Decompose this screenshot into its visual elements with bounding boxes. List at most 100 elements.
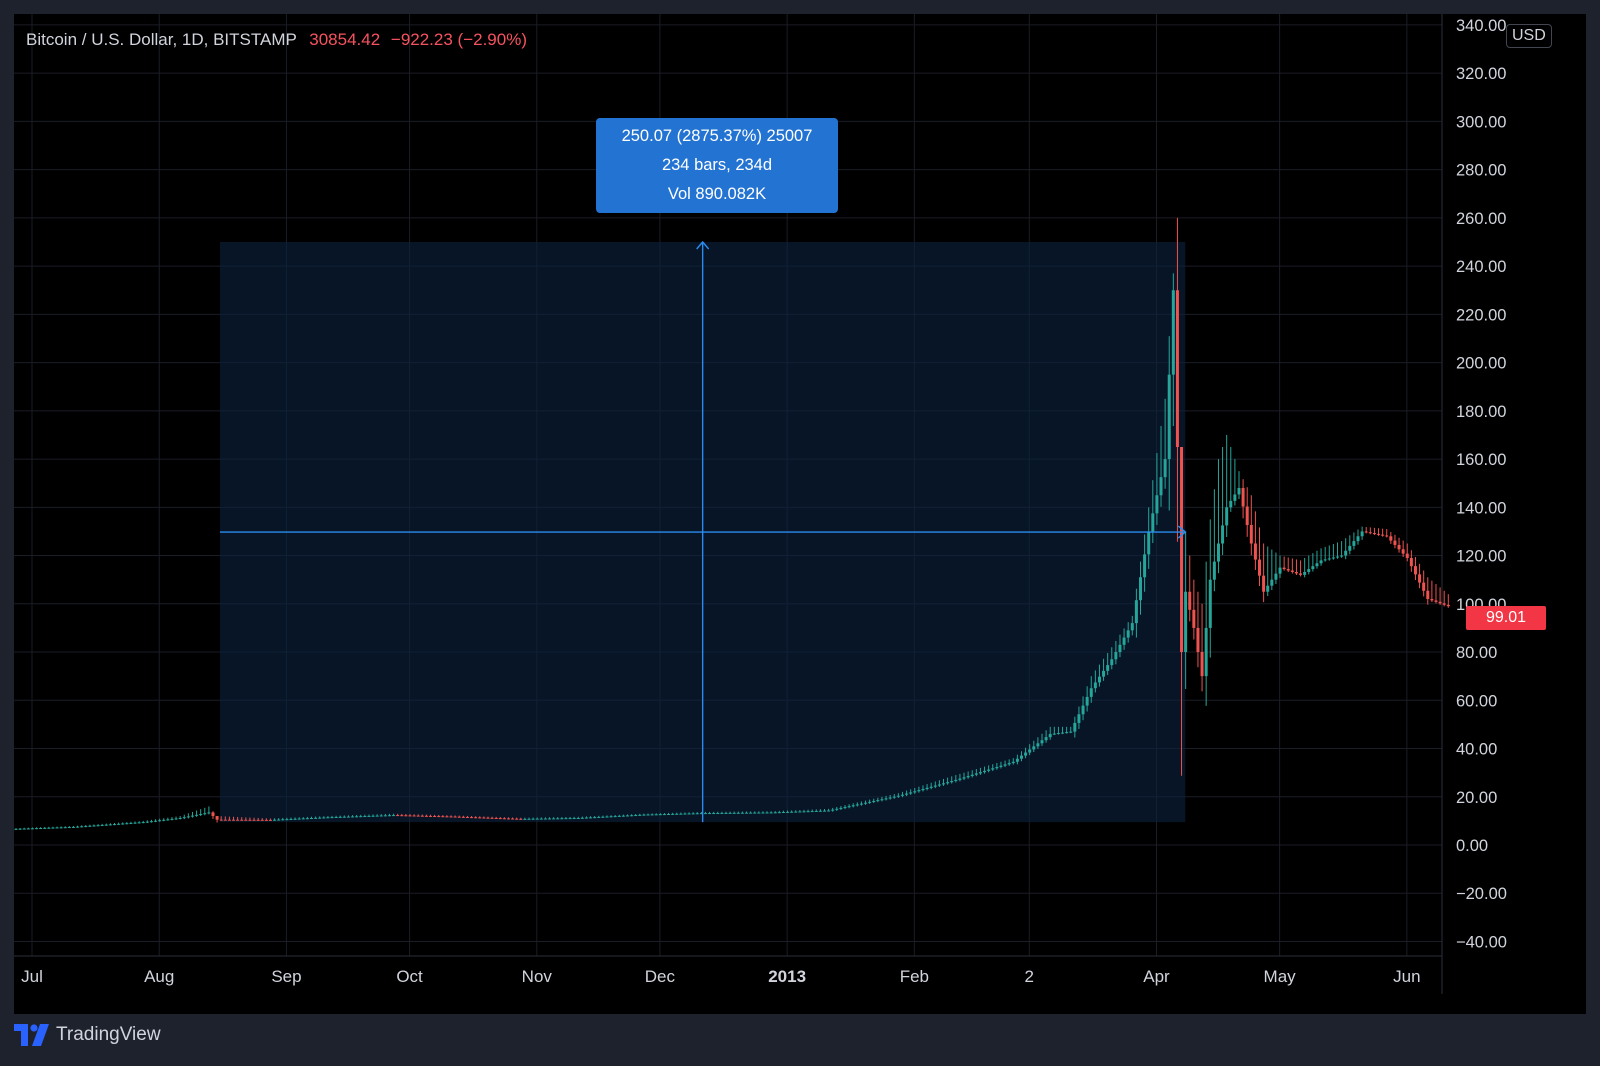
candle-body bbox=[1389, 536, 1393, 541]
candle-body bbox=[1385, 535, 1389, 537]
candle-body bbox=[933, 785, 937, 787]
candle-body bbox=[1229, 500, 1233, 508]
candle-body bbox=[1085, 696, 1089, 706]
candle-body bbox=[297, 818, 301, 820]
time-tick-label: Nov bbox=[522, 967, 553, 986]
candle-body bbox=[502, 818, 506, 820]
candle-body bbox=[1212, 561, 1216, 580]
price-axis[interactable]: 340.00 320.00 300.00 280.00 260.00 240.00 220.… bbox=[1456, 17, 1507, 952]
candle-body bbox=[260, 819, 264, 821]
candle-body bbox=[580, 817, 584, 819]
candle-body bbox=[186, 816, 190, 818]
candle-body bbox=[1143, 554, 1147, 578]
candle-body bbox=[892, 796, 896, 798]
candle-body bbox=[1278, 567, 1282, 574]
candle-body bbox=[59, 827, 63, 829]
candle-body bbox=[314, 817, 318, 819]
candle-body bbox=[543, 818, 547, 820]
candle-body bbox=[1048, 734, 1052, 738]
candle-body bbox=[761, 812, 765, 814]
candle-body bbox=[1270, 579, 1274, 586]
currency-button[interactable]: USD bbox=[1506, 24, 1552, 48]
candle-body bbox=[1368, 532, 1372, 534]
price-chart[interactable]: 340.00320.00300.00280.00260.00240.00220.… bbox=[14, 14, 1586, 1014]
candle-body bbox=[535, 818, 539, 820]
candle-body bbox=[14, 828, 18, 830]
candle-body bbox=[1225, 507, 1229, 526]
candle-body bbox=[207, 812, 211, 814]
candle-body bbox=[999, 765, 1003, 767]
candle-body bbox=[888, 797, 892, 799]
candle-body bbox=[802, 811, 806, 813]
candle-body bbox=[437, 816, 441, 818]
candle-body bbox=[699, 813, 703, 815]
candle-body bbox=[449, 816, 453, 818]
candle-body bbox=[71, 826, 75, 828]
candle-body bbox=[252, 819, 256, 821]
candle-body bbox=[158, 820, 162, 822]
candle-body bbox=[572, 818, 576, 820]
candle-body bbox=[1274, 573, 1278, 580]
candle-body bbox=[166, 819, 170, 821]
candle-body bbox=[104, 824, 108, 826]
price-tick-label: 20.00 bbox=[1456, 789, 1497, 807]
candle-body bbox=[1409, 557, 1413, 567]
brand-name: TradingView bbox=[56, 1024, 161, 1045]
price-tick-label: 220.00 bbox=[1456, 306, 1506, 324]
candle-body bbox=[1044, 737, 1048, 741]
candle-body bbox=[855, 804, 859, 806]
candle-body bbox=[211, 812, 215, 817]
candle-body bbox=[798, 811, 802, 813]
candle-body bbox=[84, 826, 88, 828]
candle-body bbox=[560, 818, 564, 820]
brand-footer[interactable]: TradingView bbox=[14, 1024, 161, 1046]
candle-body bbox=[995, 766, 999, 769]
candle-body bbox=[1151, 513, 1155, 532]
candle-body bbox=[609, 816, 613, 818]
candle-body bbox=[839, 807, 843, 809]
candle-body bbox=[162, 819, 166, 821]
candle-body bbox=[236, 819, 240, 821]
candle-body bbox=[137, 822, 141, 824]
candle-body bbox=[465, 816, 469, 818]
candle-body bbox=[708, 813, 712, 815]
candle-body bbox=[1052, 733, 1056, 735]
candle-body bbox=[868, 801, 872, 803]
candle-body bbox=[966, 775, 970, 778]
price-tick-label: −20.00 bbox=[1456, 885, 1507, 903]
candle-body bbox=[80, 826, 84, 828]
candle-body bbox=[383, 815, 387, 817]
candle-body bbox=[309, 818, 313, 820]
candle-body bbox=[416, 815, 420, 817]
price-tick-label: −40.00 bbox=[1456, 933, 1507, 951]
candle-body bbox=[1340, 555, 1344, 557]
candle-body bbox=[1360, 531, 1364, 537]
candle-body bbox=[1348, 545, 1352, 551]
candle-body bbox=[334, 816, 338, 818]
candle-body bbox=[433, 816, 437, 818]
candle-body bbox=[51, 827, 55, 829]
candle-body bbox=[958, 778, 962, 780]
price-tick-label: 120.00 bbox=[1456, 548, 1506, 566]
candle-body bbox=[289, 818, 293, 820]
candle-body bbox=[1196, 627, 1200, 653]
candle-body bbox=[753, 812, 757, 814]
candle-body bbox=[412, 815, 416, 817]
measure-volume: Vol 890.082K bbox=[667, 185, 767, 203]
time-axis[interactable]: Jul Aug Sep Oct Nov Dec 2013 Feb 2 Apr May Jun bbox=[21, 967, 1420, 986]
candle-body bbox=[1188, 591, 1192, 610]
candle-body bbox=[453, 816, 457, 818]
candle-body bbox=[1171, 290, 1175, 375]
candle-body bbox=[576, 817, 580, 819]
measure-arrow-right bbox=[1177, 525, 1187, 539]
candle-body bbox=[1040, 740, 1044, 744]
candle-body bbox=[367, 815, 371, 817]
candle-body bbox=[1352, 541, 1356, 546]
candle-body bbox=[1397, 544, 1401, 550]
candle-body bbox=[1413, 566, 1417, 575]
candle-body bbox=[724, 812, 728, 814]
candle-body bbox=[732, 812, 736, 814]
price-tick-label: 340.00 bbox=[1456, 17, 1506, 35]
candle-body bbox=[556, 818, 560, 820]
candle-body bbox=[121, 823, 125, 825]
